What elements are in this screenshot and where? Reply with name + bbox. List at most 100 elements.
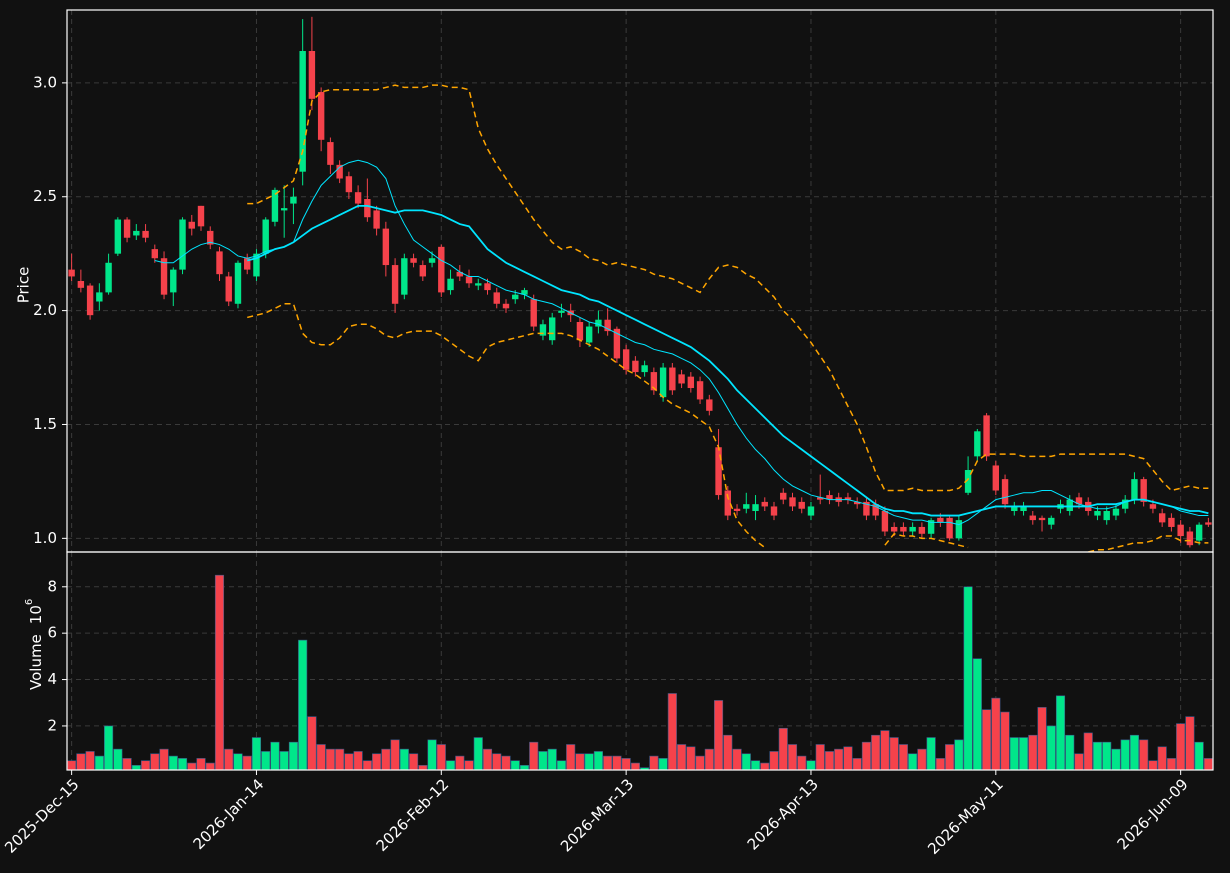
candle-body — [585, 326, 593, 343]
candle-body — [872, 504, 879, 516]
volume-bar — [649, 755, 659, 771]
volume-bar — [538, 751, 548, 771]
volume-bar — [344, 753, 354, 771]
volume-bar — [889, 737, 899, 771]
candle-body — [622, 349, 630, 370]
y-tick-label: 3.0 — [33, 73, 57, 91]
candle-body — [530, 299, 537, 327]
volume-bar — [843, 746, 853, 771]
volume-bar — [824, 751, 835, 771]
candle-body — [410, 258, 417, 263]
volume-bar — [131, 765, 141, 771]
volume-bar — [94, 755, 104, 771]
indicator-line — [154, 159, 1209, 526]
candle-body — [382, 228, 390, 266]
volume-bar — [750, 760, 761, 771]
candle-body — [863, 501, 870, 516]
volume-bar — [954, 739, 964, 771]
candle-body — [789, 497, 796, 507]
volume-bar — [1157, 746, 1167, 771]
candle-body — [937, 517, 944, 523]
candle-body — [225, 276, 232, 302]
candle-body — [86, 285, 94, 316]
volume-bar — [316, 744, 326, 771]
volume-bar — [1037, 707, 1047, 771]
volume-bar — [261, 751, 271, 771]
volume-bar — [630, 762, 640, 771]
candle-body — [244, 258, 251, 270]
candle-body — [447, 278, 454, 291]
candle-body — [401, 258, 408, 295]
volume-bar — [519, 765, 530, 771]
volume-bar — [205, 762, 215, 771]
volume-bar — [510, 760, 520, 771]
volume-bar — [196, 758, 206, 771]
volume-bar — [908, 753, 918, 771]
volume-axis-label: Volume 106 — [24, 599, 45, 690]
volume-bar — [972, 658, 982, 771]
candle-body — [576, 321, 584, 341]
volume-bar — [1055, 695, 1066, 771]
volume-bar — [122, 758, 132, 771]
candle-body — [142, 230, 149, 238]
volume-bar — [529, 741, 539, 771]
candle-body — [336, 164, 343, 179]
volume-bar — [797, 755, 807, 771]
candle-body — [641, 365, 648, 373]
candle-body — [271, 189, 279, 222]
candle-body — [1075, 497, 1083, 505]
volume-bar — [584, 753, 594, 771]
volume-bar — [1028, 734, 1038, 771]
candle-body — [1122, 499, 1129, 509]
candle-body — [826, 495, 833, 500]
volume-bar — [667, 693, 677, 771]
candle-body — [96, 292, 103, 302]
candle-body — [1168, 517, 1175, 527]
volume-bar — [603, 755, 613, 771]
candle-body — [974, 431, 981, 457]
volume-bar — [1083, 732, 1093, 771]
volume-bar — [760, 762, 770, 771]
candle-body — [890, 526, 898, 532]
volume-bar — [1129, 734, 1139, 771]
volume-bar — [1120, 739, 1130, 771]
volume-bar — [427, 739, 437, 771]
candle-body — [1158, 513, 1166, 523]
candle-body — [946, 517, 953, 539]
volume-bar — [806, 760, 816, 771]
candle-body — [1001, 479, 1009, 505]
candle-body — [1149, 504, 1157, 509]
candle-body — [918, 526, 926, 534]
candle-body — [290, 196, 297, 204]
volume-bar — [945, 744, 955, 771]
indicator-line — [247, 84, 1209, 492]
volume-bar — [464, 760, 474, 771]
volume-bar — [732, 748, 742, 771]
candle-body — [1066, 499, 1073, 512]
candle-body — [1186, 531, 1194, 546]
volume-bar — [778, 727, 788, 771]
candle-body — [817, 497, 824, 500]
candle-body — [558, 310, 565, 313]
volume-bar — [381, 748, 391, 771]
volume-bar — [214, 574, 225, 771]
volume-bar — [593, 751, 603, 771]
volume-bar — [362, 760, 372, 771]
volume-bar — [1148, 760, 1158, 771]
candle-body — [733, 508, 741, 512]
candle-body — [521, 290, 528, 295]
volume-bar — [741, 753, 751, 771]
volume-bar — [409, 753, 419, 771]
volume-bar — [501, 755, 511, 771]
volume-bar — [1018, 737, 1029, 771]
indicator-line — [247, 303, 1209, 552]
volume-bar — [159, 748, 169, 771]
candle-body — [539, 324, 547, 336]
volume-bar — [861, 741, 871, 771]
candle-body — [280, 208, 288, 211]
candle-body — [678, 374, 685, 384]
candle-body — [696, 381, 704, 400]
candle-body — [456, 271, 463, 277]
volume-bar — [566, 744, 576, 771]
